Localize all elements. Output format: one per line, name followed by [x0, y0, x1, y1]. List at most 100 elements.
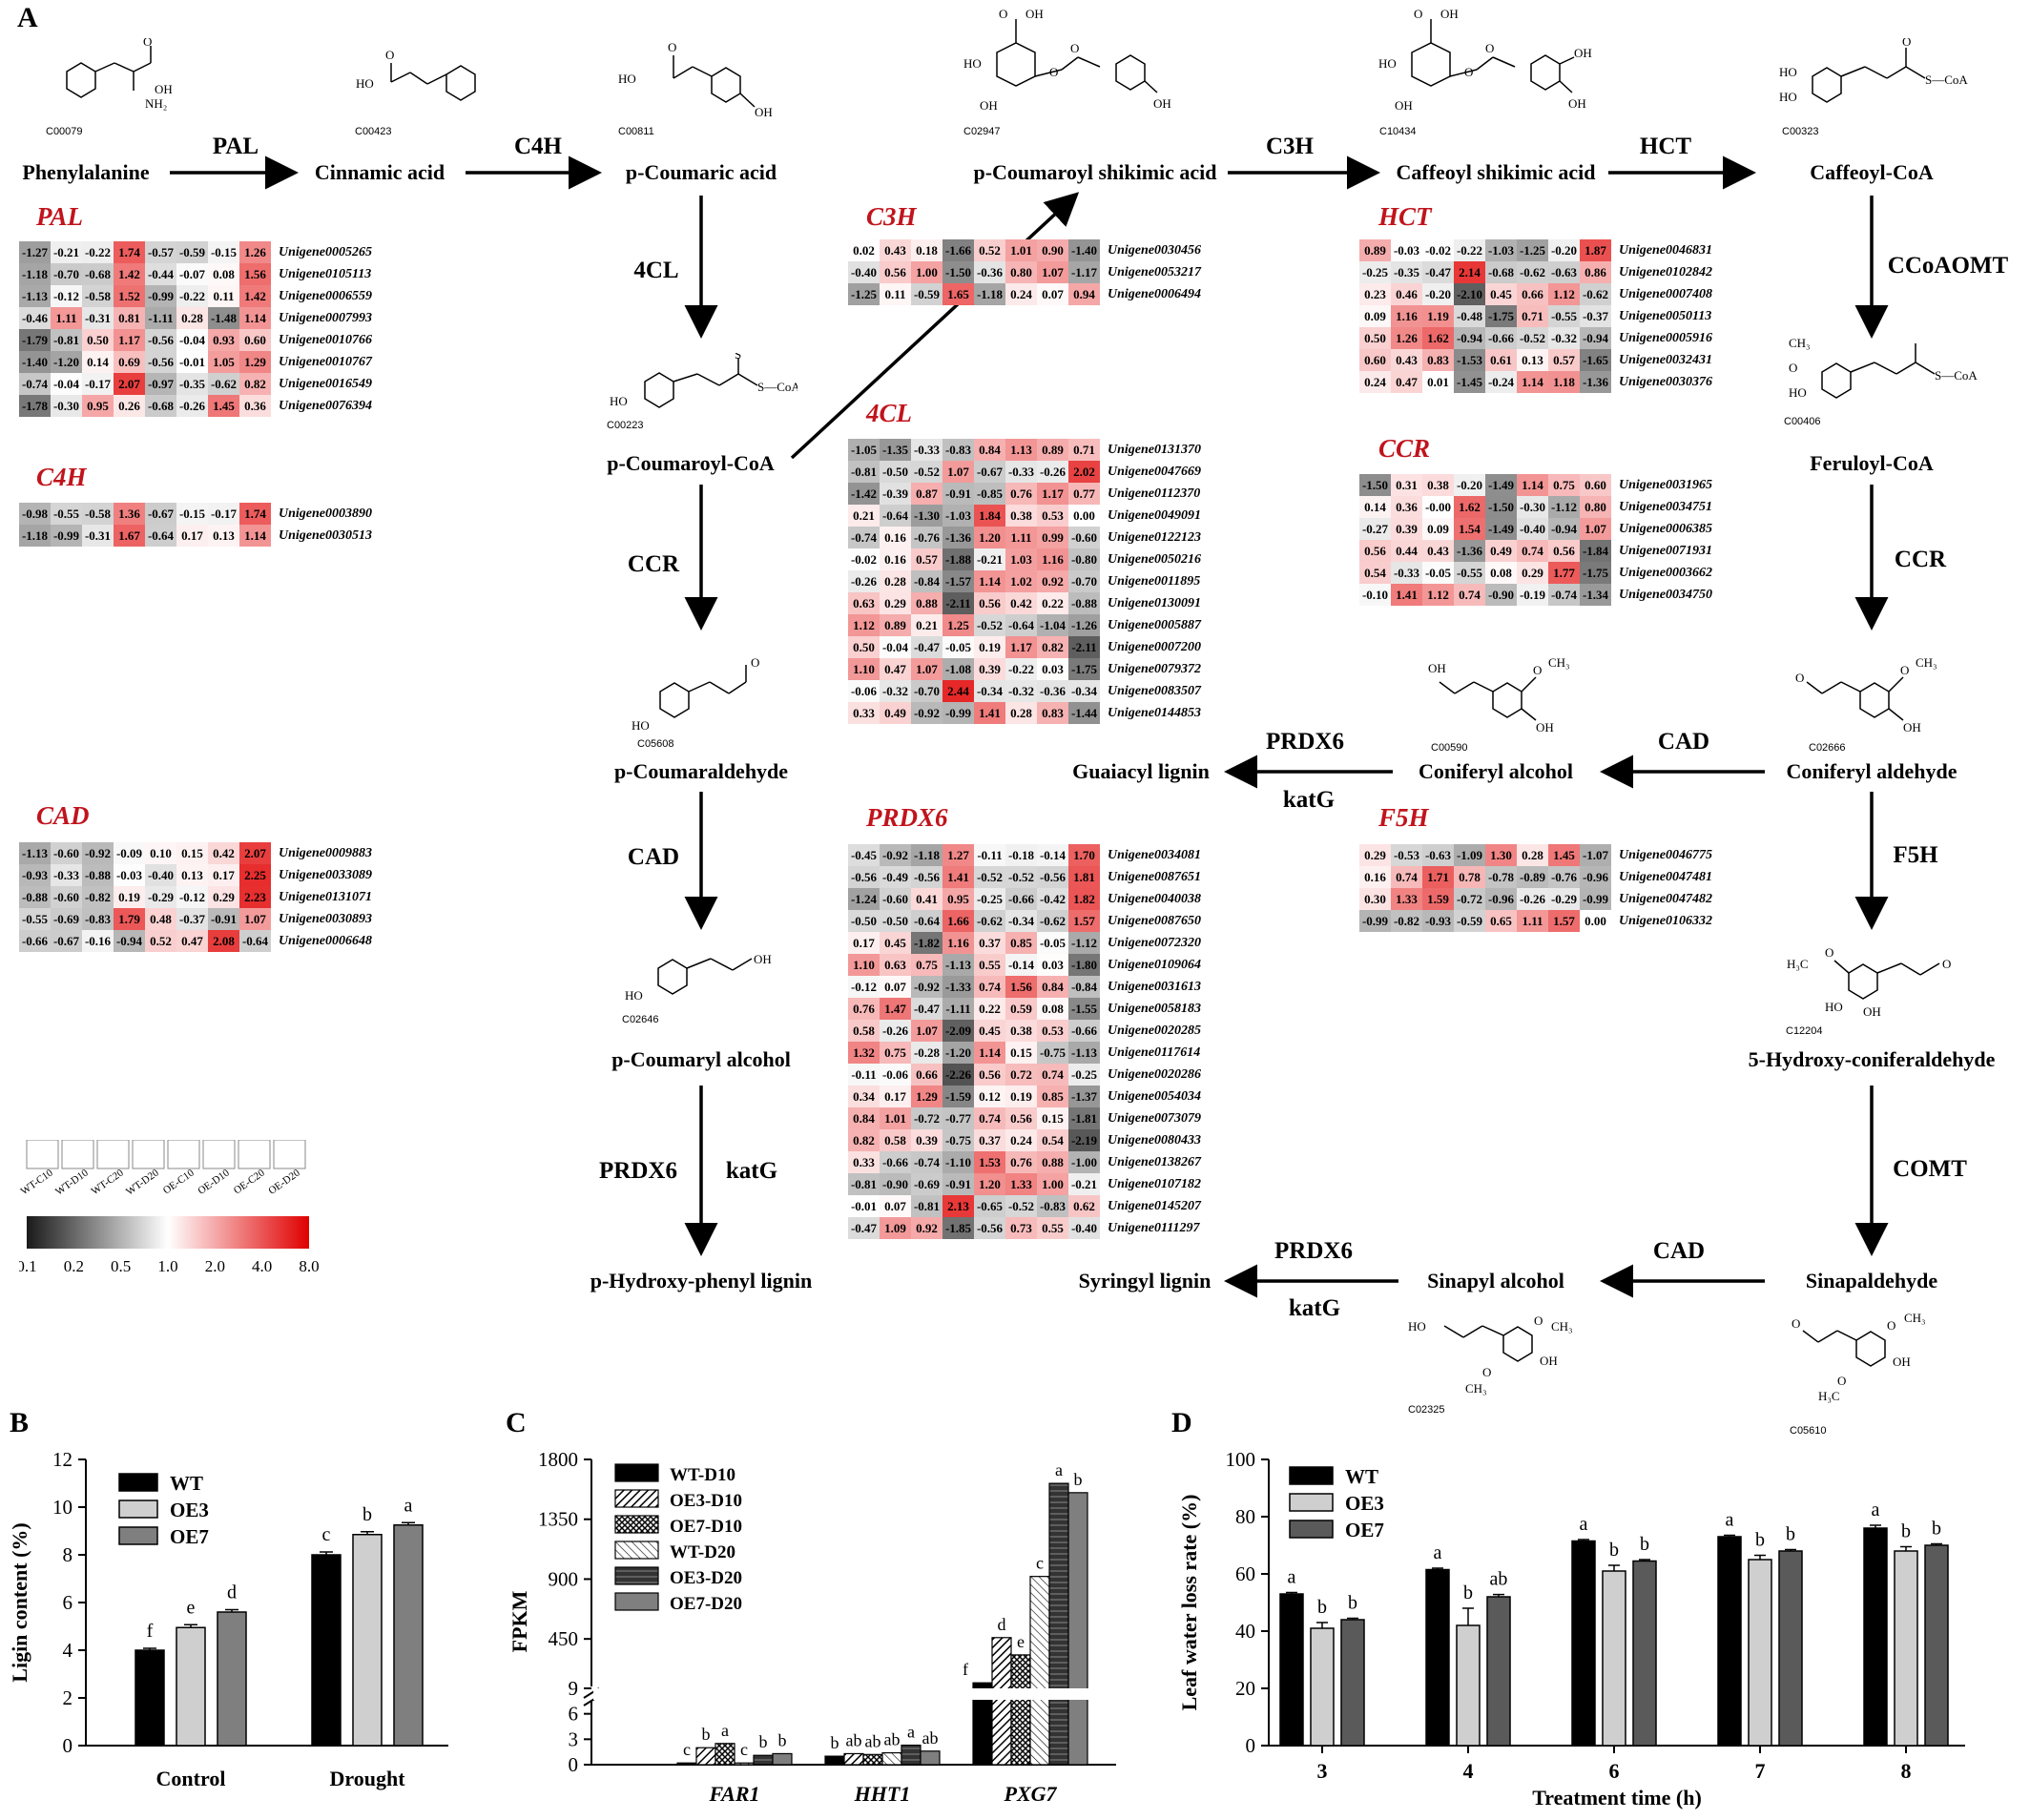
heatmap-cell: -1.30 [911, 505, 942, 527]
heatmap-cell: -0.66 [19, 930, 51, 952]
heatmap-cell: 1.20 [974, 1173, 1005, 1195]
heatmap-cell: -1.11 [942, 998, 974, 1020]
heatmap-cell: -0.22 [176, 285, 208, 307]
heatmap-cell: -0.34 [1005, 910, 1037, 932]
heatmap-cell: 0.93 [208, 329, 239, 351]
heatmap-cell: 0.22 [974, 998, 1005, 1020]
heatmap-row: -0.46 1.11 -0.31 0.81 -1.11 0.28 -1.48 1.14 Unig… [19, 307, 372, 329]
compound-5-hydroxy-coniferaldehyde: 5-Hydroxy-coniferaldehyde [1748, 1047, 1996, 1071]
heatmap-4cl: -1.05 -1.35 -0.33 -0.83 0.84 1.13 0.89 0.71 Unig… [848, 439, 1201, 724]
heatmap-cell: 0.42 [208, 842, 239, 864]
svg-text:HO: HO [1789, 385, 1807, 400]
heatmap-row: -0.10 1.41 1.12 0.74 -0.90 -0.19 -0.74 -1.34 Uni… [1359, 584, 1712, 606]
heatmap-cell: 0.17 [848, 932, 880, 954]
svg-text:CH₃: CH₃ [1916, 655, 1937, 670]
heatmap-cell: -1.12 [1068, 932, 1100, 954]
kegg-phe: C00079 [46, 126, 83, 137]
svg-text:O: O [1534, 1313, 1543, 1328]
heatmap-cell: -0.47 [911, 998, 942, 1020]
heatmap-cell: -0.66 [1485, 327, 1517, 349]
bar [676, 1762, 697, 1766]
heatmap-row: -0.27 0.39 0.09 1.54 -1.49 -0.40 -0.94 1.07 Unig… [1359, 518, 1712, 540]
heatmap-gene-label: Unigene0122123 [1108, 529, 1201, 545]
heatmap-gene-label: Unigene0034081 [1108, 847, 1201, 862]
heatmap-row: 0.60 0.43 0.83 -1.53 0.61 0.13 0.57 -1.65 Unigen… [1359, 349, 1712, 371]
y-tick-label: 4 [63, 1639, 73, 1662]
heatmap-cell: 0.15 [1005, 1042, 1037, 1064]
y-axis-label: FPKM [508, 1590, 531, 1652]
heatmap-gene-label: Unigene0031965 [1619, 477, 1712, 492]
legend-swatch [1289, 1493, 1334, 1512]
heatmap-cell: -1.20 [942, 1042, 974, 1064]
heatmap-cell: -2.26 [942, 1064, 974, 1086]
significance-letter: ab [1490, 1569, 1508, 1590]
kegg-cin: C00423 [355, 126, 392, 137]
heatmap-cell: -0.33 [1391, 562, 1422, 584]
heatmap-cell: -0.12 [176, 886, 208, 908]
heatmap-cell: -1.18 [911, 844, 942, 866]
bar [695, 1747, 716, 1766]
heatmap-cell: 0.34 [848, 1086, 880, 1107]
heatmap-cell: -1.80 [1068, 954, 1100, 976]
heatmap-cell: 0.48 [145, 908, 176, 930]
heatmap-cell: -0.59 [1454, 910, 1485, 932]
heatmap-cell: -0.56 [848, 866, 880, 888]
heatmap-cell: -1.08 [942, 658, 974, 680]
chart-d-water-loss: 0 20 40 60 80 100 Leaf water loss rate (%) Trea… [1177, 1448, 1965, 1810]
y-axis-label: Ligin content (%) [8, 1522, 31, 1682]
heatmap-gene-label: Unigene0053217 [1108, 264, 1201, 279]
heatmap-cell: 0.65 [1485, 910, 1517, 932]
heatmap-cell: 0.80 [1580, 496, 1611, 518]
heatmap-cell: 0.24 [1005, 283, 1037, 305]
heatmap-cell: 0.13 [176, 864, 208, 886]
heatmap-cell: 1.57 [1548, 910, 1580, 932]
heatmap-cell: -0.47 [848, 1217, 880, 1239]
y-axis-label: Leaf water loss rate (%) [1177, 1495, 1201, 1711]
enzyme-4cl: 4CL [633, 258, 679, 283]
significance-letter: b [1463, 1582, 1473, 1603]
heatmap-cell: -1.18 [19, 525, 51, 547]
heatmap-cell: -0.03 [1391, 239, 1422, 261]
heatmap-cell: 1.14 [1517, 474, 1548, 496]
heatmap-cell: -0.31 [82, 525, 114, 547]
heatmap-cell: -0.37 [176, 908, 208, 930]
heatmap-cell: 1.41 [974, 702, 1005, 724]
svg-text:O: O [385, 48, 394, 62]
heatmap-gene-label: Unigene0005265 [279, 244, 372, 259]
significance-letter: b [1609, 1540, 1619, 1561]
enzyme-katg-syringyl: katG [1288, 1295, 1341, 1321]
heatmap-cell: 1.36 [114, 503, 145, 525]
heatmap-cell: -0.52 [974, 614, 1005, 636]
heatmap-cell: -0.59 [176, 241, 208, 263]
heatmap-cell: 0.82 [239, 373, 271, 395]
heatmap-cell: -0.30 [51, 395, 82, 417]
legend-label: OE3 [170, 1499, 209, 1521]
heatmap-cell: -0.02 [848, 548, 880, 570]
heatmap-row: 1.12 0.89 0.21 1.25 -0.52 -0.64 -1.04 -1.26 Unig… [848, 614, 1201, 636]
heatmap-cell: -0.83 [82, 908, 114, 930]
heatmap-cell: -0.40 [848, 261, 880, 283]
heatmap-cell: 0.86 [1580, 261, 1611, 283]
heatmap-cell: -0.60 [880, 888, 911, 910]
y-tick-label: 6 [569, 1703, 579, 1726]
heatmap-row: -0.74 0.16 -0.76 -1.36 1.20 1.11 0.99 -0.60 Unig… [848, 527, 1201, 548]
heatmap-cell: -0.30 [1517, 496, 1548, 518]
heatmap-cell: 0.69 [114, 351, 145, 373]
significance-letter: ab [865, 1731, 881, 1750]
heatmap-cell: -1.66 [942, 239, 974, 261]
heatmap-row: -1.05 -1.35 -0.33 -0.83 0.84 1.13 0.89 0.71 Unig… [848, 439, 1201, 461]
heatmap-cell: -0.59 [911, 283, 942, 305]
heatmap-cell: -0.81 [51, 329, 82, 351]
heatmap-cell: 0.58 [880, 1129, 911, 1151]
heatmap-cell: 0.39 [1391, 518, 1422, 540]
heatmap-cell: -0.06 [880, 1064, 911, 1086]
heatmap-cell: 0.90 [1037, 239, 1068, 261]
heatmap-row: -0.25 -0.35 -0.47 2.14 -0.68 -0.62 -0.63 0.86 Un… [1359, 261, 1712, 283]
heatmap-cell: 1.27 [942, 844, 974, 866]
compound-p-coumaroyl-coa: p-Coumaroyl-CoA [607, 451, 775, 475]
heatmap-cell: -0.66 [880, 1151, 911, 1173]
svg-text:O: O [1049, 65, 1058, 79]
heatmap-cell: 1.07 [911, 1020, 942, 1042]
